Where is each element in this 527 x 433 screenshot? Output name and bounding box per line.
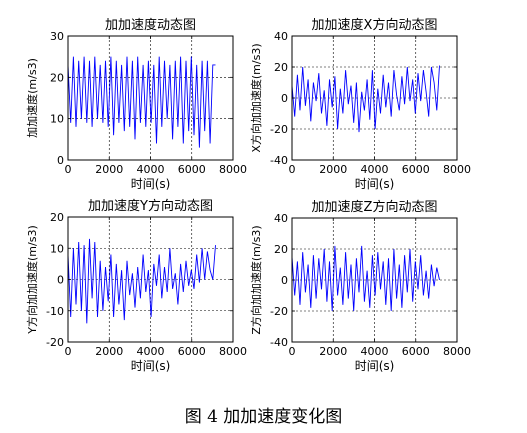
y-tick-label: 30 — [50, 30, 64, 43]
x-tick-label: 4000 — [137, 163, 165, 176]
y-tick-label: 0 — [57, 154, 64, 167]
series-line — [291, 65, 440, 133]
x-axis-label: 时间(s) — [131, 359, 171, 373]
y-axis-label: X方向加加速度(m/s3) — [249, 43, 263, 152]
chart-panel-4: 0 2000 4000 6000 8000 -40 -20 0 20 40 加加速度Z方向动态图时间… — [249, 199, 471, 373]
chart-title: 加加速度X方向动态图 — [312, 17, 438, 33]
x-tick-label: 8000 — [443, 345, 471, 358]
x-tick-label: 4000 — [361, 163, 389, 176]
y-tick-label: 20 — [50, 211, 64, 224]
x-tick-label: 6000 — [402, 163, 430, 176]
x-tick-label: 2000 — [95, 163, 123, 176]
y-tick-label: 0 — [281, 92, 288, 105]
x-tick-label: 6000 — [178, 345, 206, 358]
chart-title: 加加速度动态图 — [105, 17, 196, 33]
y-tick-label: 10 — [50, 242, 64, 255]
x-tick-label: 0 — [289, 163, 296, 176]
x-axis-label: 时间(s) — [355, 177, 395, 191]
x-tick-label: 8000 — [443, 163, 471, 176]
x-tick-label: 4000 — [361, 345, 389, 358]
x-tick-label: 2000 — [319, 345, 347, 358]
x-axis-label: 时间(s) — [355, 359, 395, 373]
y-tick-label: -40 — [270, 336, 288, 349]
chart-panel-3: 0 2000 4000 6000 8000 -20 -10 0 10 20 加加速度Y方向动态图时间… — [25, 198, 247, 373]
chart-title: 加加速度Z方向动态图 — [312, 199, 438, 215]
y-tick-label: 20 — [50, 71, 64, 84]
y-tick-label: -10 — [46, 305, 64, 318]
y-tick-label: -20 — [46, 336, 64, 349]
x-tick-label: 4000 — [137, 345, 165, 358]
x-tick-label: 8000 — [219, 345, 247, 358]
chart-title: 加加速度Y方向动态图 — [88, 198, 213, 214]
chart-panel-2: 0 2000 4000 6000 8000 -40 -20 0 20 40 加加速度X方向动态图时间… — [249, 17, 471, 191]
y-axis-label: Z方向加加速度(m/s3) — [249, 225, 263, 334]
x-axis-label: 时间(s) — [131, 177, 171, 191]
y-tick-label: 40 — [274, 30, 288, 43]
y-tick-label: -20 — [270, 123, 288, 136]
x-tick-label: 0 — [65, 163, 72, 176]
y-tick-label: 0 — [281, 274, 288, 287]
series-line — [67, 56, 216, 148]
x-tick-label: 0 — [289, 345, 296, 358]
y-tick-label: 40 — [274, 212, 288, 225]
series-line — [67, 238, 216, 324]
x-tick-label: 2000 — [319, 163, 347, 176]
y-tick-label: -40 — [270, 154, 288, 167]
y-tick-label: 20 — [274, 61, 288, 74]
y-axis-label: 加加速度(m/s3) — [25, 58, 39, 138]
x-tick-label: 8000 — [219, 163, 247, 176]
y-tick-label: 10 — [50, 113, 64, 126]
figure-caption: 图 4 加加速度变化图 — [184, 407, 343, 427]
x-tick-label: 6000 — [402, 345, 430, 358]
y-axis-label: Y方向加加速度(m/s3) — [25, 225, 39, 334]
x-tick-label: 2000 — [95, 345, 123, 358]
x-tick-label: 6000 — [178, 163, 206, 176]
series-line — [291, 245, 440, 312]
x-tick-label: 0 — [65, 345, 72, 358]
y-tick-label: 20 — [274, 243, 288, 256]
y-tick-label: 0 — [57, 274, 64, 287]
y-tick-label: -20 — [270, 305, 288, 318]
